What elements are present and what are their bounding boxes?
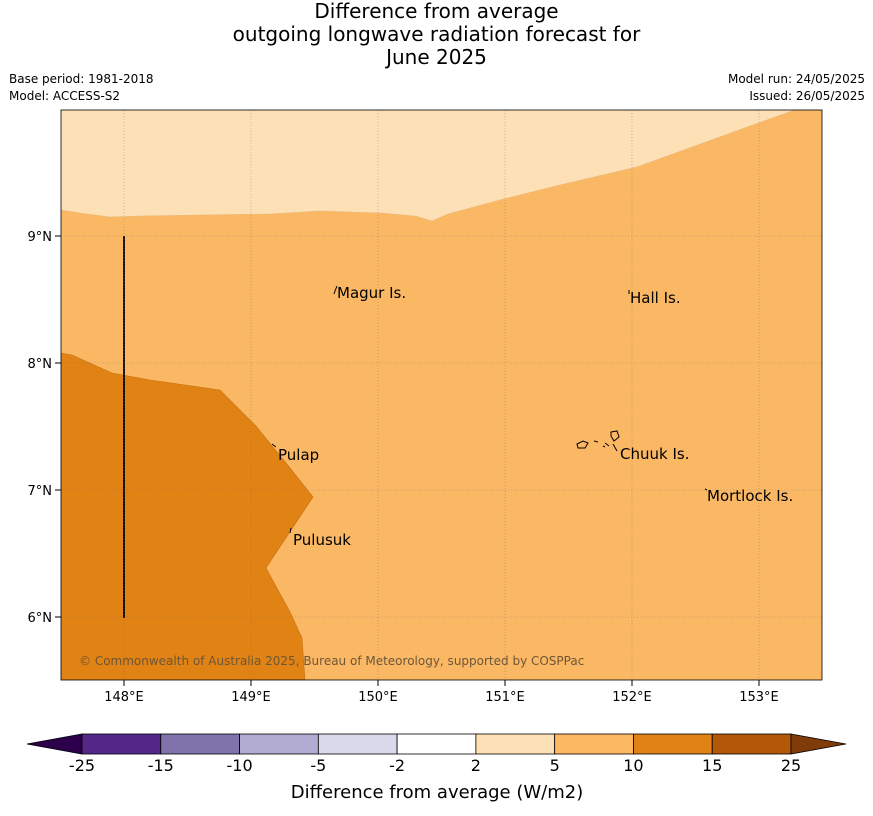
lon-tick-label: 152°E [612,690,652,705]
place-label-mortlock: Mortlock Is. [707,487,793,505]
lat-tick-label: 8°N [28,357,53,372]
colorbar-swatch [81,733,162,755]
colorbar-swatch [160,733,240,755]
colorbar-tick-label: -15 [148,756,174,775]
colorbar-tick-label: -2 [389,756,405,775]
colorbar-tick-label: 5 [550,756,560,775]
lon-tick-label: 151°E [485,690,525,705]
gridlines [61,110,822,680]
colorbar: -25 -15 -10 -5 -2 2 5 10 15 25 Difference from av… [26,733,847,803]
lon-tick-label: 148°E [104,690,144,705]
colorbar-swatch [396,733,477,755]
island-pulap [271,443,277,448]
place-label-chuuk: Chuuk Is. [620,445,689,463]
place-labels: Magur Is. Hall Is. Pulap Chuuk Is. Mortl… [278,284,793,549]
colorbar-swatch [554,733,634,755]
title-line-1: Difference from average [314,0,559,23]
colorbar-swatch [633,733,713,755]
colorbar-swatches [26,733,847,755]
lat-tick-label: 7°N [28,484,53,499]
map-panel: Magur Is. Hall Is. Pulap Chuuk Is. Mortl… [61,110,822,680]
title-line-2: outgoing longwave radiation forecast for [232,22,641,46]
lon-tick-label: 149°E [231,690,271,705]
base-period: Base period: 1981-2018 [9,72,154,86]
island-magur [333,285,338,295]
colorbar-label: Difference from average (W/m2) [291,782,583,803]
place-label-hall: Hall Is. [630,289,681,307]
colorbar-swatch [475,733,556,755]
longitude-axis: 148°E 149°E 150°E 151°E 152°E 153°E [104,680,779,705]
colorbar-swatch [239,733,319,755]
island-pulusuk [289,527,292,534]
colorbar-tick-label: 10 [623,756,643,775]
colorbar-swatch [317,733,398,755]
colorbar-tick-labels: -25 -15 -10 -5 -2 2 5 10 15 25 [69,756,801,775]
colorbar-extend-max [790,733,847,755]
colorbar-tick-label: -5 [310,756,326,775]
island-mortlock [704,488,708,491]
copyright-notice: © Commonwealth of Australia 2025, Bureau… [79,654,584,668]
colorbar-tick-label: 15 [702,756,722,775]
place-label-pulusuk: Pulusuk [293,531,351,549]
colorbar-tick-label: 25 [781,756,801,775]
lon-tick-label: 153°E [739,690,779,705]
model-run: Model run: 24/05/2025 [727,72,865,86]
meta-left: Base period: 1981-2018 Model: ACCESS-S2 [9,71,154,105]
colorbar-tick-label: -25 [69,756,95,775]
meta-right: Model run: 24/05/2025 Issued: 26/05/2025 [728,71,865,105]
colorbar-tick-label: -10 [226,756,252,775]
place-label-magur: Magur Is. [337,284,406,302]
issued-date: Issued: 26/05/2025 [749,89,865,103]
island-outlines [271,285,708,534]
lat-tick-label: 9°N [28,230,53,245]
lat-tick-label: 6°N [28,611,53,626]
latitude-axis: 9°N 8°N 7°N 6°N [28,230,61,626]
colorbar-swatch [711,733,792,755]
title-line-3: June 2025 [386,45,487,69]
place-label-pulap: Pulap [278,446,319,464]
model-name: Model: ACCESS-S2 [9,89,121,103]
lon-tick-label: 150°E [358,690,398,705]
colorbar-extend-min [26,733,83,755]
map-frame [60,109,823,681]
map-title: Difference from average outgoing longwav… [0,0,873,69]
island-chuuk [576,430,620,452]
colorbar-tick-label: 2 [471,756,481,775]
